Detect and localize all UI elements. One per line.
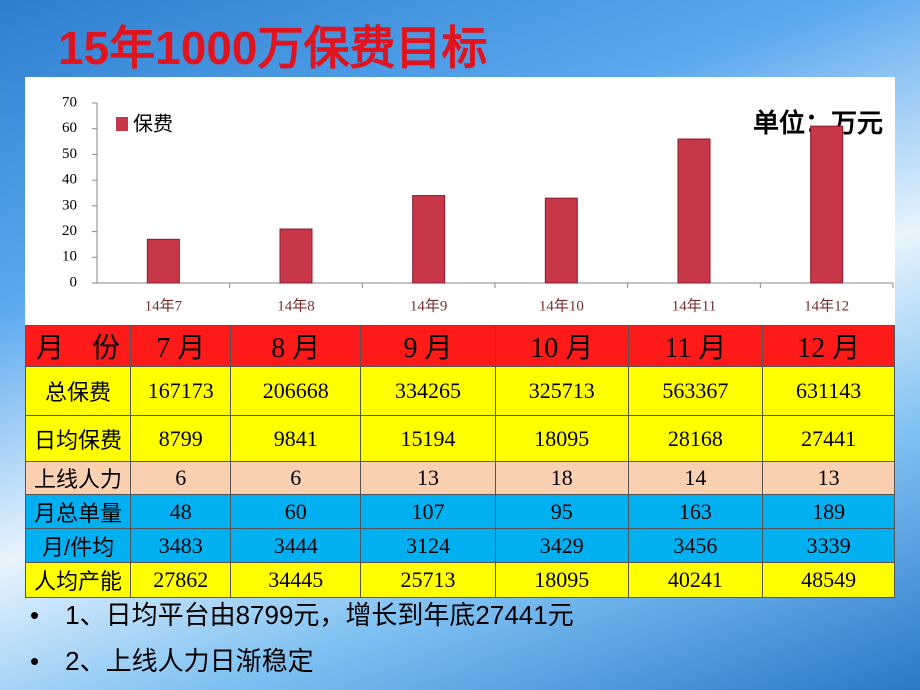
table-row: 总保费 167173 206668 334265 325713 563367 631143 bbox=[24, 366, 895, 416]
table-row: 月总单量 48 60 107 95 163 189 bbox=[24, 494, 895, 529]
slide-title: 15年1000万保费目标 bbox=[58, 22, 488, 74]
header-cell: 11 月 bbox=[627, 325, 764, 367]
table-cell: 日均保费 bbox=[24, 415, 132, 462]
table-cell: 3124 bbox=[360, 528, 496, 563]
header-cell: 12 月 bbox=[762, 325, 895, 367]
table-cell: 631143 bbox=[762, 366, 895, 416]
header-cell: 7 月 bbox=[130, 325, 232, 367]
table-row: 月/件均 3483 3444 3124 3429 3456 3339 bbox=[24, 528, 895, 563]
table-cell: 95 bbox=[494, 494, 629, 529]
table-cell: 107 bbox=[360, 494, 496, 529]
x-tick-label: 14年11 bbox=[672, 297, 716, 314]
bar bbox=[279, 228, 313, 284]
x-tick-label: 14年12 bbox=[804, 297, 849, 314]
y-tick-label: 50 bbox=[62, 146, 77, 162]
table-cell: 3429 bbox=[494, 528, 629, 563]
table-cell: 60 bbox=[230, 494, 362, 529]
bullet: • 2、上线人力日渐稳定 bbox=[30, 641, 574, 687]
y-tick-label: 10 bbox=[62, 249, 77, 265]
table-cell: 189 bbox=[762, 494, 895, 529]
bullets: • 1、日均平台由8799元，增长到年底27441元 • 2、上线人力日渐稳定 bbox=[30, 595, 574, 687]
y-tick-label: 70 bbox=[62, 94, 77, 110]
table-cell: 163 bbox=[627, 494, 764, 529]
table-cell: 27441 bbox=[762, 415, 895, 462]
table-row: 日均保费 8799 9841 15194 18095 28168 27441 bbox=[24, 415, 895, 462]
table-cell: 月/件均 bbox=[24, 528, 132, 563]
table-row: 上线人力 6 6 13 18 14 13 bbox=[24, 461, 895, 495]
table-cell: 3483 bbox=[130, 528, 232, 563]
y-tick-label: 60 bbox=[62, 120, 77, 136]
y-tick-label: 40 bbox=[62, 172, 77, 188]
x-tick-label: 14年9 bbox=[410, 297, 448, 314]
table-cell: 206668 bbox=[230, 366, 362, 416]
bullet-dot: • bbox=[30, 646, 66, 676]
table-cell: 28168 bbox=[627, 415, 764, 462]
y-tick-label: 0 bbox=[70, 274, 78, 290]
header-cell: 8 月 bbox=[230, 325, 362, 367]
bullet-text: 2、上线人力日渐稳定 bbox=[65, 646, 314, 676]
table-cell: 563367 bbox=[627, 366, 764, 416]
bullet: • 1、日均平台由8799元，增长到年底27441元 bbox=[30, 595, 574, 641]
table-cell: 18 bbox=[494, 461, 629, 495]
header-cell: 月 份 bbox=[24, 325, 132, 367]
table-cell: 13 bbox=[360, 461, 496, 495]
y-tick-label: 20 bbox=[62, 223, 77, 239]
legend-swatch bbox=[116, 117, 128, 131]
table-cell: 48 bbox=[130, 494, 232, 529]
table-cell: 27862 bbox=[130, 562, 232, 598]
table-cell: 月总单量 bbox=[24, 494, 132, 529]
table-row: 人均产能 27862 34445 25713 18095 40241 48549 bbox=[24, 562, 895, 598]
table-cell: 18095 bbox=[494, 415, 629, 462]
table-cell: 人均产能 bbox=[24, 562, 132, 598]
bar bbox=[810, 125, 844, 284]
table-cell: 14 bbox=[627, 461, 764, 495]
table-cell: 15194 bbox=[360, 415, 496, 462]
table-cell: 9841 bbox=[230, 415, 362, 462]
table-cell: 334265 bbox=[360, 366, 496, 416]
table-cell: 3456 bbox=[627, 528, 764, 563]
table-cell: 167173 bbox=[130, 366, 232, 416]
table-cell: 13 bbox=[762, 461, 895, 495]
table-cell: 8799 bbox=[130, 415, 232, 462]
bar bbox=[677, 138, 711, 284]
bar bbox=[146, 238, 180, 284]
table-cell: 325713 bbox=[494, 366, 629, 416]
bar bbox=[412, 195, 446, 284]
bar bbox=[544, 197, 578, 284]
table-cell: 3444 bbox=[230, 528, 362, 563]
table-cell: 34445 bbox=[230, 562, 362, 598]
bullet-dot: • bbox=[30, 600, 66, 630]
table-cell: 25713 bbox=[360, 562, 496, 598]
table-cell: 总保费 bbox=[24, 366, 132, 416]
header-cell: 10 月 bbox=[494, 325, 629, 367]
bullet-text: 1、日均平台由8799元，增长到年底27441元 bbox=[65, 600, 574, 630]
header-cell: 9 月 bbox=[360, 325, 496, 367]
table-cell: 上线人力 bbox=[24, 461, 132, 495]
table-cell: 40241 bbox=[627, 562, 764, 598]
x-tick-label: 14年8 bbox=[277, 297, 315, 314]
chart-bg bbox=[25, 77, 895, 325]
table-cell: 6 bbox=[230, 461, 362, 495]
x-tick-label: 14年10 bbox=[539, 297, 584, 314]
table-cell: 3339 bbox=[762, 528, 895, 563]
x-tick-label: 14年7 bbox=[145, 297, 183, 314]
table-cell: 6 bbox=[130, 461, 232, 495]
y-tick-label: 30 bbox=[62, 197, 77, 213]
legend-label: 保费 bbox=[133, 112, 173, 135]
table-cell: 18095 bbox=[494, 562, 629, 598]
table-cell: 48549 bbox=[762, 562, 895, 598]
